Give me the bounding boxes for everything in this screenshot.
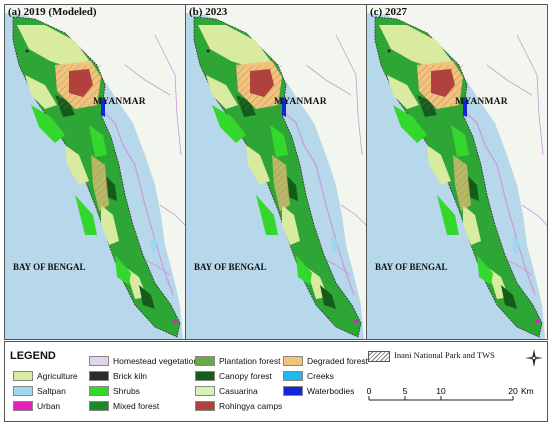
myanmar-label: MYANMAR [455,97,508,107]
swatch [13,400,33,411]
legend-item-urban: Urban [13,400,60,412]
legend: LEGEND Agriculture Saltpan Urban Homeste… [4,341,548,422]
legend-item-degraded-forest: Degraded forest [283,355,368,367]
swatch [89,370,109,381]
swatch [195,400,215,411]
bay-of-bengal-label: BAY OF BENGAL [194,262,267,272]
scale-bar: 0 5 10 20 Km [367,388,534,401]
bay-of-bengal-label: BAY OF BENGAL [375,262,448,272]
swatch [195,385,215,396]
protected-area-legend: Inani National Park and TWS [368,350,495,362]
scale-tick-20: 20 [508,388,518,396]
legend-item-agriculture: Agriculture [13,370,78,382]
scale-unit: Km [521,388,534,396]
legend-item-homestead: Homestead vegetation [89,355,198,367]
legend-item-canopy-forest: Canopy forest [195,370,272,382]
swatch [13,370,33,381]
map-c [367,5,547,339]
legend-item-mixed-forest: Mixed forest [89,400,159,412]
myanmar-label: MYANMAR [274,97,327,107]
map-panel-b: (b) 2023 MYANMAR BAY OF BENGAL [185,4,367,340]
swatch [13,385,33,396]
panel-title: (a) 2019 (Modeled) [8,6,97,18]
legend-item-waterbodies: Waterbodies [283,385,354,397]
panel-title: (b) 2023 [189,6,228,18]
legend-item-plantation-forest: Plantation forest [195,355,280,367]
legend-item-casuarina: Casuarina [195,385,258,397]
scale-tick-0: 0 [367,388,372,396]
panel-title: (c) 2027 [370,6,407,18]
legend-item-saltpan: Saltpan [13,385,66,397]
swatch [89,355,109,366]
bay-of-bengal-label: BAY OF BENGAL [13,262,86,272]
protected-area-label: Inani National Park and TWS [394,350,495,360]
scale-tick-10: 10 [436,388,446,396]
swatch [195,370,215,381]
myanmar-label: MYANMAR [93,97,146,107]
map-panel-a: (a) 2019 (Modeled) MYANMAR BAY OF BENGAL [4,4,186,340]
legend-title: LEGEND [10,350,56,362]
map-a [5,5,185,339]
map-b [186,5,366,339]
swatch [89,385,109,396]
swatch [89,400,109,411]
swatch [283,355,303,366]
legend-item-creeks: Creeks [283,370,334,382]
legend-item-shrubs: Shrubs [89,385,140,397]
swatch [283,385,303,396]
swatch [283,370,303,381]
legend-item-rohingya-camps: Rohingya camps [195,400,282,412]
map-panel-c: (c) 2027 MYANMAR BAY OF BENGAL [366,4,548,340]
swatch [195,355,215,366]
scale-tick-5: 5 [403,388,408,396]
legend-item-brick-kiln: Brick kiln [89,370,147,382]
hatch-swatch [368,350,390,362]
north-arrow-icon [525,349,543,367]
